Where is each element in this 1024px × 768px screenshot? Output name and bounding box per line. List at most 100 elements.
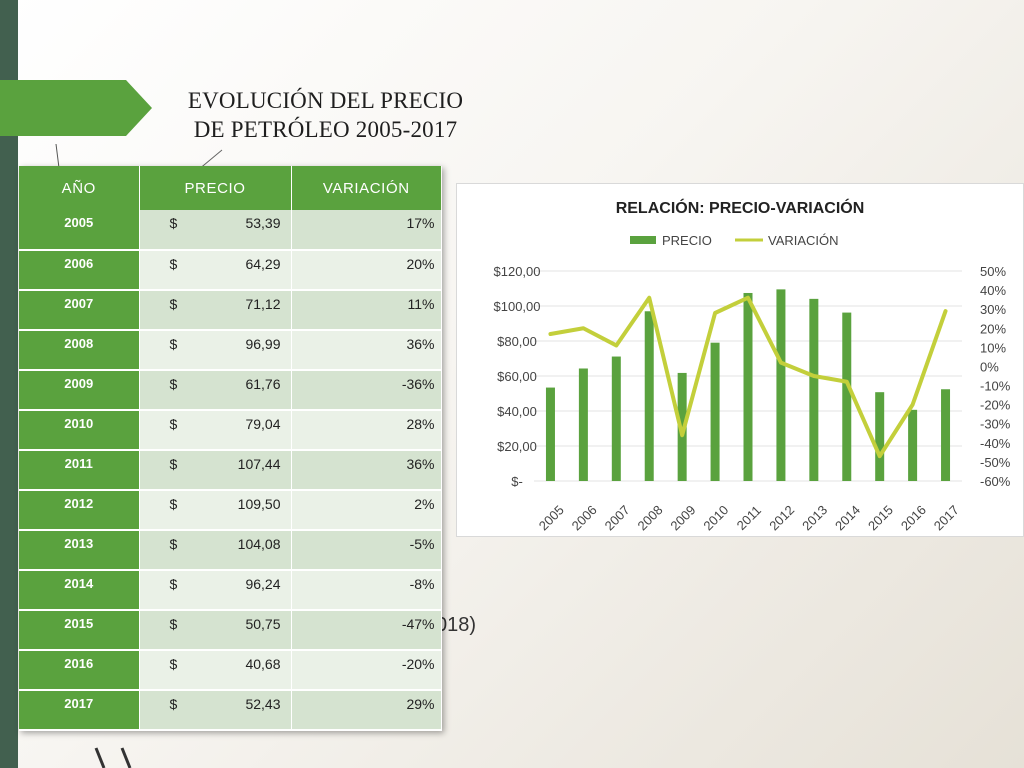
y-right-tick-label: 30% xyxy=(980,302,1006,317)
point-variacion-2005 xyxy=(548,332,552,336)
oil-price-table: AÑO PRECIO VARIACIÓN 2005 $53,39 17% 2006 $6… xyxy=(19,166,442,731)
y-right-tick-label: 10% xyxy=(980,340,1006,355)
price-cell: $71,12 xyxy=(139,290,292,331)
bar-precio-2016 xyxy=(908,409,918,481)
currency-symbol: $ xyxy=(169,496,178,512)
x-tick-label: 2007 xyxy=(602,502,633,533)
variation-cell: 36% xyxy=(291,450,442,491)
table-row: 2011 $107,44 36% xyxy=(19,450,442,491)
point-variacion-2009 xyxy=(680,433,684,437)
title-line-1: EVOLUCIÓN DEL PRECIO xyxy=(187,88,464,113)
price-cell: $79,04 xyxy=(139,410,292,451)
bar-precio-2013 xyxy=(809,298,819,481)
variation-cell: 20% xyxy=(291,250,442,291)
year-cell: 2010 xyxy=(19,410,140,451)
year-cell: 2008 xyxy=(19,330,140,371)
price-cell: $107,44 xyxy=(139,450,292,491)
bar-precio-2010 xyxy=(710,342,720,481)
bar-precio-2017 xyxy=(941,389,951,481)
price-value: 96,24 xyxy=(245,576,281,592)
x-tick-label: 2015 xyxy=(865,502,896,533)
price-cell: $96,24 xyxy=(139,570,292,611)
y-right-tick-label: -20% xyxy=(980,398,1011,413)
price-cell: $64,29 xyxy=(139,250,292,291)
point-variacion-2012 xyxy=(779,361,783,365)
slide-title: EVOLUCIÓN DEL PRECIO DE PETRÓLEO 2005-20… xyxy=(168,86,483,144)
bar-precio-2007 xyxy=(611,356,621,481)
title-line-2: DE PETRÓLEO 2005-2017 xyxy=(193,117,458,142)
variation-cell: 28% xyxy=(291,410,442,451)
table-row: 2013 $104,08 -5% xyxy=(19,530,442,571)
y-left-tick-label: $100,00 xyxy=(494,299,541,314)
variation-cell: -5% xyxy=(291,530,442,571)
y-left-tick-label: $80,00 xyxy=(497,334,537,349)
legend-label-variacion: VARIACIÓN xyxy=(768,233,839,248)
x-tick-label: 2009 xyxy=(667,502,698,533)
bar-precio-2005 xyxy=(545,387,555,481)
table-row: 2017 $52,43 29% xyxy=(19,690,442,731)
y-right-tick-label: 50% xyxy=(980,264,1006,279)
price-cell: $109,50 xyxy=(139,490,292,531)
price-value: 71,12 xyxy=(245,296,281,312)
y-right-tick-label: -50% xyxy=(980,455,1011,470)
table-row: 2008 $96,99 36% xyxy=(19,330,442,371)
y-right-tick-label: -40% xyxy=(980,436,1011,451)
price-variation-chart: RELACIÓN: PRECIO-VARIACIÓN PRECIO VARIACIÓ… xyxy=(456,183,1024,537)
year-cell: 2014 xyxy=(19,570,140,611)
year-cell: 2012 xyxy=(19,490,140,531)
price-value: 40,68 xyxy=(245,656,281,672)
y-right-tick-label: 40% xyxy=(980,283,1006,298)
variation-cell: -8% xyxy=(291,570,442,611)
point-variacion-2015 xyxy=(878,454,882,458)
point-variacion-2010 xyxy=(713,311,717,315)
point-variacion-2013 xyxy=(812,374,816,378)
legend-swatch-precio xyxy=(630,236,656,244)
price-value: 52,43 xyxy=(245,696,281,712)
price-value: 107,44 xyxy=(237,456,281,472)
currency-symbol: $ xyxy=(169,576,178,592)
y-right-tick-label: -10% xyxy=(980,379,1011,394)
bar-precio-2006 xyxy=(578,368,588,481)
currency-symbol: $ xyxy=(169,416,178,432)
variation-cell: -47% xyxy=(291,610,442,651)
year-cell: 2007 xyxy=(19,290,140,331)
variation-cell: 11% xyxy=(291,290,442,331)
header-year: AÑO xyxy=(19,166,140,210)
table-row: 2014 $96,24 -8% xyxy=(19,570,442,611)
currency-symbol: $ xyxy=(169,376,178,392)
year-cell: 2005 xyxy=(19,210,140,251)
price-value: 104,08 xyxy=(237,536,281,552)
y-right-tick-label: 20% xyxy=(980,321,1006,336)
partially-hidden-text: 018) xyxy=(436,614,477,636)
chart-title: RELACIÓN: PRECIO-VARIACIÓN xyxy=(616,198,865,217)
point-variacion-2014 xyxy=(845,380,849,384)
price-cell: $96,99 xyxy=(139,330,292,371)
price-cell: $104,08 xyxy=(139,530,292,571)
table-row: 2007 $71,12 11% xyxy=(19,290,442,331)
x-tick-label: 2011 xyxy=(734,503,764,533)
table-header-row: AÑO PRECIO VARIACIÓN xyxy=(19,166,441,210)
y-left-tick-label: $- xyxy=(511,474,523,489)
year-cell: 2015 xyxy=(19,610,140,651)
currency-symbol: $ xyxy=(169,696,178,712)
legend-label-precio: PRECIO xyxy=(662,233,712,248)
price-value: 61,76 xyxy=(245,376,281,392)
y-left-tick-label: $120,00 xyxy=(494,264,541,279)
price-value: 79,04 xyxy=(245,416,281,432)
x-tick-label: 2010 xyxy=(700,502,731,533)
point-variacion-2017 xyxy=(944,309,948,313)
year-cell: 2016 xyxy=(19,650,140,691)
table-row: 2005 $53,39 17% xyxy=(19,210,442,251)
variation-cell: 17% xyxy=(291,210,442,251)
year-cell: 2017 xyxy=(19,690,140,731)
point-variacion-2006 xyxy=(581,326,585,330)
price-cell: $40,68 xyxy=(139,650,292,691)
x-tick-label: 2012 xyxy=(766,502,797,533)
header-variation: VARIACIÓN xyxy=(291,166,441,210)
price-value: 109,50 xyxy=(237,496,281,512)
x-tick-label: 2013 xyxy=(799,502,830,533)
y-left-tick-label: $20,00 xyxy=(497,439,537,454)
point-variacion-2016 xyxy=(911,403,915,407)
x-tick-label: 2017 xyxy=(931,502,962,533)
header-price: PRECIO xyxy=(139,166,292,210)
